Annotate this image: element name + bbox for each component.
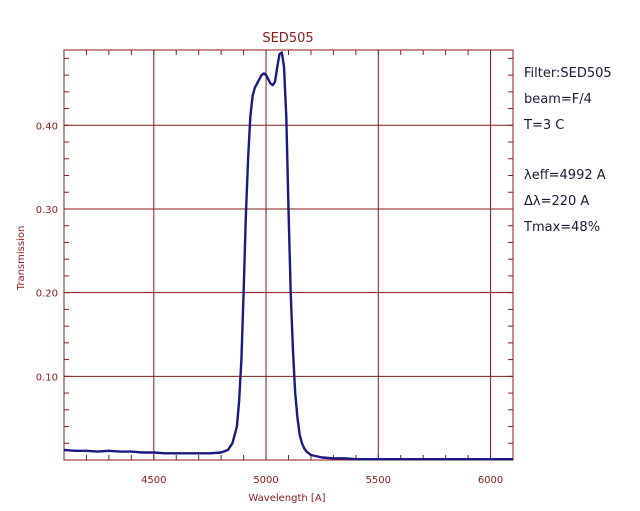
y-tick-label: 0.20 [36, 289, 58, 300]
y-tick-label: 0.30 [36, 205, 58, 216]
info-panel: Filter:SED505 beam=F/4 T=3 C λeff=4992 A… [523, 66, 612, 235]
axis-ticks: 4500 5000 5500 6000 0.10 0.20 0.30 0.40 [36, 50, 514, 486]
chart-title: SED505 [262, 31, 313, 46]
info-tmax: Tmax=48% [523, 220, 600, 235]
grid [64, 50, 513, 460]
y-tick-label: 0.10 [36, 372, 58, 383]
transmission-curve [63, 51, 513, 461]
info-filter: Filter:SED505 [524, 66, 612, 81]
info-beam: beam=F/4 [524, 92, 592, 107]
info-temperature: T=3 C [523, 118, 564, 133]
info-delta-lambda: Δλ=220 A [524, 194, 589, 209]
y-axis-label: Transmission [16, 226, 27, 292]
info-lambda-eff: λeff=4992 A [524, 168, 606, 183]
x-tick-label: 4500 [141, 475, 166, 486]
x-tick-label: 5000 [253, 475, 278, 486]
x-tick-label: 5500 [366, 475, 391, 486]
x-axis-label: Wavelength [A] [248, 493, 325, 504]
x-tick-label: 6000 [478, 475, 503, 486]
y-tick-label: 0.40 [36, 121, 58, 132]
plot-frame [63, 49, 514, 461]
